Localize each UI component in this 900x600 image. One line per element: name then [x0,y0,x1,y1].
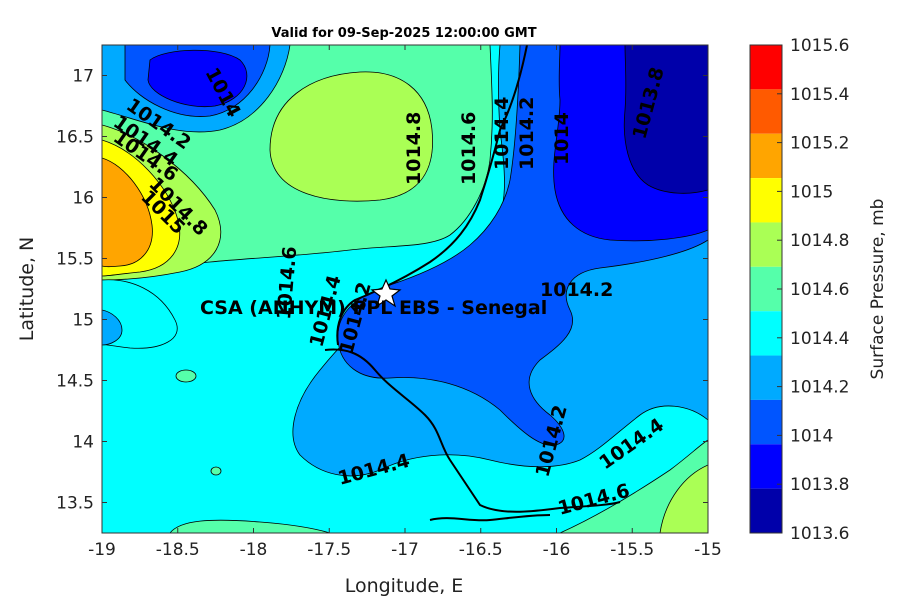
contour-label: 1014.8 [403,112,425,185]
site-label: CSA (ANHYM) PPL EBS - Senegal [200,297,547,319]
y-axis: 17 16.5 16 15.5 15 14.5 14 13.5 [56,67,708,514]
contour-label: 1014.2 [540,279,613,301]
coastline-north [336,45,528,346]
colorbar-band [750,311,782,356]
fill-1013-6-east [623,45,708,194]
colorbar-band [750,89,782,134]
colorbar-tick-label: 1013.8 [790,475,849,495]
colorbar-band [750,222,782,267]
contour-label: 1014.4 [491,97,513,170]
colorbar-tick-label: 1015.6 [790,36,849,56]
colorbar-tick-label: 1015.4 [790,85,849,105]
colorbar-band [750,488,782,533]
river-gambia [429,514,551,522]
colorbar-band [750,178,782,223]
y-tick-label: 17 [72,67,94,87]
contour-label: 1014.2 [516,97,538,170]
fill-islet-1 [175,369,197,383]
x-tick-label: -16 [543,540,571,560]
site-marker: CSA (ANHYM) PPL EBS - Senegal [200,278,547,319]
fill-1015-2 [102,157,153,268]
x-tick-label: -18 [240,540,268,560]
pressure-field [102,45,708,533]
colorbar-band [750,133,782,179]
colorbar-tick-label: 1015.2 [790,134,849,154]
colorbar-band [750,266,782,312]
colorbar: 1015.6 1015.4 1015.2 1015 1014.8 1014.6 1014.4… [749,36,849,544]
star-icon [370,278,402,308]
x-tick-label: -18.5 [156,540,200,560]
y-tick-label: 14.5 [56,372,94,392]
x-tick-label: -16.5 [459,540,503,560]
colorbar-label: Surface Pressure, mb [868,199,888,380]
colorbar-tick-label: 1014.8 [790,231,849,251]
y-tick-label: 15.5 [56,250,94,270]
x-tick-label: -15 [694,540,722,560]
colorbar-tick-label: 1014.6 [790,280,849,300]
y-tick-label: 16 [72,189,94,209]
fill-1014-6-sw [169,519,331,533]
colorbar-band [750,355,782,400]
colorbar-tick-label: 1014.4 [790,329,849,349]
x-tick-label: -19 [88,540,116,560]
colorbar-band [750,399,782,445]
y-tick-label: 13.5 [56,494,94,514]
colorbar-tick-label: 1015 [790,182,833,202]
y-tick-label: 14 [72,433,94,453]
colorbar-band [750,444,782,489]
coastline [324,45,621,522]
x-tick-label: -15.5 [610,540,654,560]
x-tick-label: -17.5 [307,540,351,560]
colorbar-band [750,45,782,90]
coastline-south [324,348,621,513]
contour-label: 1014.6 [458,112,480,185]
y-axis-label: Latitude, N [16,237,38,342]
fill-1013-8-nw [147,49,248,108]
fill-1014-2-west [102,309,123,346]
y-tick-label: 16.5 [56,128,94,148]
colorbar-tick-label: 1014 [790,426,833,446]
y-tick-label: 15 [72,311,94,331]
x-axis-label: Longitude, E [345,575,464,597]
x-axis: -19 -18.5 -18 -17.5 -17 -16.5 -16 -15.5 -15 [88,45,722,560]
colorbar-tick-label: 1013.6 [790,524,849,544]
chart-title: Valid for 09-Sep-2025 12:00:00 GMT [271,26,536,41]
x-tick-label: -17 [391,540,419,560]
fill-islet-2 [210,466,222,476]
contour-label: 1014 [551,112,573,165]
fill-1014-8-blob [269,71,433,202]
colorbar-tick-label: 1014.2 [790,378,849,398]
